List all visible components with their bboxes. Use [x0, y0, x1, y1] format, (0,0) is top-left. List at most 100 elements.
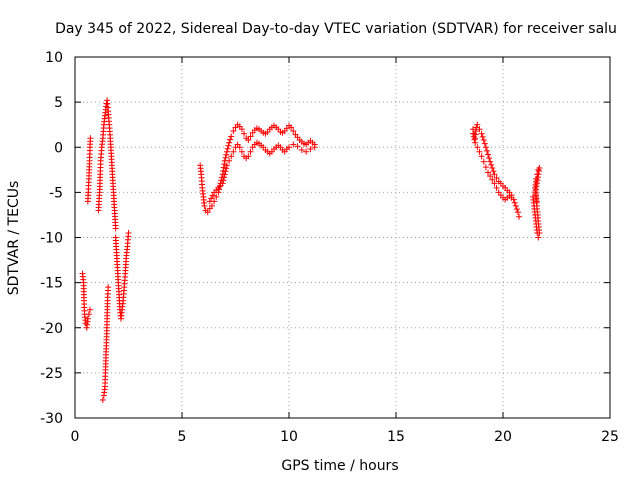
data-point: [483, 147, 490, 154]
data-point: [512, 202, 519, 209]
data-point: [245, 153, 252, 160]
data-point: [493, 174, 500, 181]
data-series: [79, 97, 543, 403]
data-point: [294, 143, 301, 150]
y-tick-label: 5: [54, 95, 63, 111]
data-point: [516, 213, 523, 220]
data-point: [112, 225, 119, 232]
data-point: [208, 195, 215, 202]
data-point: [487, 158, 494, 165]
data-point: [482, 164, 489, 171]
data-point: [485, 151, 492, 158]
data-point: [290, 141, 297, 148]
data-point: [220, 177, 227, 184]
data-point: [298, 146, 305, 153]
data-point: [311, 144, 318, 151]
x-tick-label: 15: [387, 429, 405, 445]
y-tick-label: 0: [54, 140, 63, 156]
data-point: [491, 180, 498, 187]
data-point: [222, 154, 229, 161]
data-point: [105, 284, 112, 291]
data-point: [223, 162, 230, 169]
data-point: [511, 199, 518, 206]
y-tick-label: -20: [40, 321, 63, 337]
axis-ticks: 0 5 10 15 20 25 10 5 0 -5 -10 -15 -20 -25 -30: [40, 50, 619, 445]
data-point: [228, 133, 235, 140]
data-point: [221, 171, 228, 178]
data-point: [230, 128, 237, 135]
data-point: [226, 157, 233, 164]
data-point: [227, 136, 234, 143]
data-point: [485, 169, 492, 176]
data-point: [226, 139, 233, 146]
data-point: [533, 198, 540, 205]
data-point: [221, 174, 228, 181]
data-point: [201, 202, 208, 209]
data-point: [471, 136, 478, 143]
x-tick-label: 5: [178, 429, 187, 445]
y-axis-label: SDTVAR / TECUs: [6, 181, 22, 296]
data-point: [247, 148, 254, 155]
data-point: [228, 153, 235, 160]
data-point: [290, 128, 297, 135]
y-tick-label: -10: [40, 231, 63, 247]
data-point: [219, 180, 226, 187]
y-tick-label: -5: [49, 185, 63, 201]
data-point: [209, 192, 216, 199]
y-tick-label: -30: [40, 411, 63, 427]
data-point: [125, 229, 132, 236]
data-point: [472, 139, 479, 146]
data-point: [474, 144, 481, 151]
data-point: [476, 126, 483, 133]
data-point: [86, 306, 93, 313]
data-point: [213, 193, 220, 200]
data-point: [478, 130, 485, 137]
data-point: [514, 209, 521, 216]
x-tick-label: 25: [601, 429, 619, 445]
data-point: [303, 148, 310, 155]
grid: [75, 57, 610, 418]
data-point: [286, 144, 292, 151]
data-point: [222, 168, 229, 175]
data-point: [216, 186, 223, 193]
data-point: [204, 209, 211, 216]
data-point: [85, 311, 92, 318]
y-tick-label: -15: [40, 276, 63, 292]
data-point: [535, 234, 542, 241]
data-point: [238, 126, 245, 133]
data-point: [486, 155, 493, 162]
data-point: [208, 202, 215, 209]
data-point: [470, 133, 477, 140]
y-tick-label: 10: [45, 50, 63, 66]
data-point: [474, 121, 481, 128]
data-point: [513, 206, 520, 213]
data-point: [223, 148, 230, 155]
data-point: [473, 124, 480, 131]
data-point: [493, 184, 500, 191]
data-point: [236, 144, 243, 151]
x-tick-label: 20: [494, 429, 512, 445]
data-point: [225, 142, 232, 149]
data-point: [224, 145, 231, 152]
data-point: [230, 148, 237, 155]
data-point: [245, 137, 252, 144]
data-point: [223, 151, 230, 158]
x-tick-label: 0: [71, 429, 80, 445]
data-point: [87, 135, 94, 142]
data-point: [99, 396, 106, 403]
data-point: [223, 165, 230, 172]
x-tick-label: 10: [280, 429, 298, 445]
data-point: [488, 161, 495, 168]
data-point: [478, 153, 485, 160]
data-point: [221, 161, 228, 168]
data-point: [480, 158, 487, 165]
data-point: [490, 168, 497, 175]
data-point: [247, 133, 254, 140]
data-point: [489, 176, 496, 183]
x-axis-label: GPS time / hours: [281, 458, 398, 474]
data-point: [241, 130, 248, 137]
data-point: [216, 183, 223, 190]
data-point: [307, 146, 314, 153]
data-point: [482, 144, 489, 151]
